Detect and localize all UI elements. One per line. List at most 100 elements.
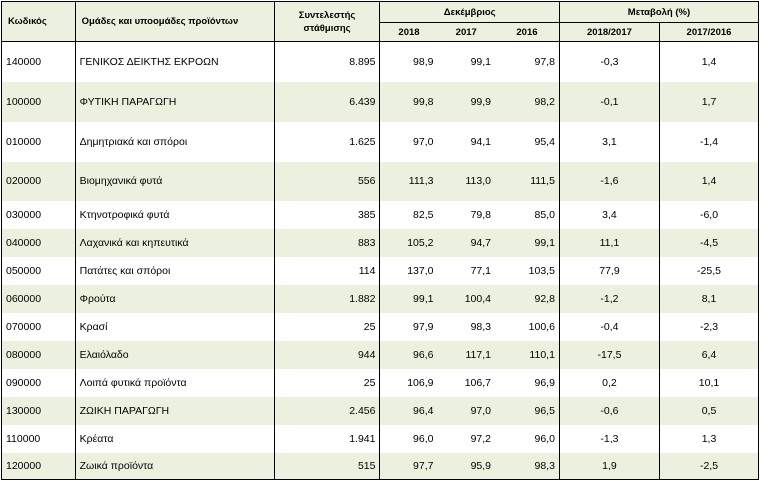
row-weight: 6.439 [274, 81, 381, 122]
row-2018: 97,9 [413, 320, 434, 333]
row-name: Δημητριακά και σπόροι [75, 121, 275, 162]
row-2017: 117,1 [437, 340, 495, 369]
table-row: 120000 Ζωικά προϊόντα 515 97,7 95,9 98,3… [1, 452, 759, 480]
row-2017: 106,7 [464, 376, 491, 389]
row-2017: 97,2 [470, 432, 491, 445]
row-change-2018-2017: -1,2 [559, 284, 661, 313]
row-weight: 114 [274, 256, 381, 285]
row-change-2018-2017: -0,6 [559, 396, 661, 425]
row-2016: 85,0 [495, 200, 560, 229]
table-row: 080000 Ελαιόλαδο 944 96,6 117,1 110,1 -1… [1, 340, 759, 369]
header-weight-label: Συντελεστής στάθμισης [298, 9, 356, 34]
table-row: 100000 ΦΥΤΙΚΗ ΠΑΡΑΓΩΓΗ 6.439 99,8 99,9 9… [1, 81, 759, 122]
row-name: Λαχανικά και κηπευτικά [75, 228, 275, 257]
row-change-2017-2016: 1,4 [659, 41, 759, 82]
table-row: 020000 Βιομηχανικά φυτά 556 111,3 113,0 … [1, 161, 759, 201]
row-2016: 98,2 [495, 81, 560, 122]
row-change-2018-2017: -1,6 [559, 161, 661, 201]
row-code: 110000 [1, 424, 76, 453]
row-change-2018-2017: 3,1 [559, 121, 661, 162]
row-2018: 99,1 [379, 284, 438, 313]
row-name: Πατάτες και σπόροι [75, 256, 275, 285]
row-2016: 100,6 [495, 312, 560, 341]
row-change-2018-2017: 3,4 [559, 200, 661, 229]
row-2016: 96,9 [495, 368, 560, 397]
row-code: 140000 [1, 41, 76, 82]
row-change-2017-2016: -4,5 [659, 228, 759, 257]
row-code: 100000 [1, 81, 76, 122]
row-code: 050000 [1, 256, 76, 285]
row-weight: 944 [274, 340, 381, 369]
row-code: 070000 [1, 312, 76, 341]
row-2017: 97,0 [437, 396, 495, 425]
row-2018: 96,6 [379, 340, 438, 369]
row-change-2018-2017: -0,1 [559, 81, 661, 122]
row-change-2017-2016: -1,4 [659, 121, 759, 162]
row-name: Φρούτα [75, 284, 275, 313]
row-2018: 137,0 [407, 264, 434, 277]
row-change-2017-2016: 1,7 [659, 81, 759, 122]
row-2016: 96,5 [495, 396, 560, 425]
row-2016: 96,0 [495, 424, 560, 453]
row-change-2018-2017: -1,3 [559, 424, 661, 453]
row-change-2017-2016: -6,0 [659, 200, 759, 229]
row-name: Κρασί [75, 312, 275, 341]
table-row: 130000 ΖΩΙΚΗ ΠΑΡΑΓΩΓΗ 2.456 96,4 97,0 96… [1, 396, 759, 425]
row-2018: 106,9 [407, 376, 434, 389]
row-change-2017-2016: -2,5 [659, 452, 759, 480]
row-2018: 82,5 [413, 208, 434, 221]
row-2017: 95,9 [437, 452, 495, 480]
row-weight: 556 [274, 161, 381, 201]
row-name: ΦΥΤΙΚΗ ΠΑΡΑΓΩΓΗ [75, 81, 275, 122]
row-code: 080000 [1, 340, 76, 369]
row-change-2018-2017: -0,3 [559, 41, 661, 82]
row-weight: 385 [274, 200, 381, 229]
row-name: Λοιπά φυτικά προϊόντα [75, 368, 275, 397]
row-2017: 100,4 [437, 284, 495, 313]
header-2016: 2016 [495, 22, 560, 42]
row-name: Ζωικά προϊόντα [75, 452, 275, 480]
row-2017: 113,0 [437, 161, 495, 201]
row-change-2017-2016: 10,1 [659, 368, 759, 397]
header-code: Κωδικός [1, 1, 76, 42]
row-weight: 8.895 [274, 41, 381, 82]
row-change-2017-2016: -2,3 [659, 312, 759, 341]
row-change-2018-2017: 77,9 [559, 256, 661, 285]
table-row: 110000 Κρέατα 1.941 96,0 97,2 96,0 -1,3 … [1, 424, 759, 453]
row-change-2017-2016: 6,4 [659, 340, 759, 369]
row-change-2018-2017: 0,2 [559, 368, 661, 397]
row-weight: 1.882 [274, 284, 381, 313]
row-change-2018-2017: -0,4 [559, 312, 661, 341]
row-name: Ελαιόλαδο [75, 340, 275, 369]
row-weight: 883 [274, 228, 381, 257]
row-2016: 103,5 [495, 256, 560, 285]
row-name: Κτηνοτροφικά φυτά [75, 200, 275, 229]
row-change-2017-2016: 0,5 [659, 396, 759, 425]
row-weight: 1.941 [274, 424, 381, 453]
header-groups: Ομάδες και υποομάδες προϊόντων [75, 1, 275, 42]
row-2017: 94,1 [470, 135, 491, 148]
table-row: 070000 Κρασί 25 97,9 98,3 100,6 -0,4 -2,… [1, 312, 759, 341]
row-name: Βιομηχανικά φυτά [75, 161, 275, 201]
row-2018: 111,3 [379, 161, 438, 201]
row-2017: 77,1 [470, 264, 491, 277]
row-weight: 515 [274, 452, 381, 480]
row-weight: 25 [274, 368, 381, 397]
row-code: 010000 [1, 121, 76, 162]
table-row: 050000 Πατάτες και σπόροι 114 137,0 77,1… [1, 256, 759, 285]
row-2017: 99,1 [470, 55, 491, 68]
table-row: 140000 ΓΕΝΙΚΟΣ ΔΕΙΚΤΗΣ ΕΚΡΟΩΝ 8.895 98,9… [1, 41, 759, 82]
row-name: Κρέατα [75, 424, 275, 453]
table-row: 010000 Δημητριακά και σπόροι 1.625 97,0 … [1, 121, 759, 162]
table-row: 090000 Λοιπά φυτικά προϊόντα 25 106,9 10… [1, 368, 759, 397]
row-weight: 25 [274, 312, 381, 341]
row-2018: 105,2 [379, 228, 438, 257]
row-2018: 96,4 [379, 396, 438, 425]
table-row: 060000 Φρούτα 1.882 99,1 100,4 92,8 -1,2… [1, 284, 759, 313]
row-weight: 2.456 [274, 396, 381, 425]
row-name: ΓΕΝΙΚΟΣ ΔΕΙΚΤΗΣ ΕΚΡΟΩΝ [75, 41, 275, 82]
row-2016: 98,3 [495, 452, 560, 480]
row-change-2018-2017: 1,9 [559, 452, 661, 480]
row-change-2017-2016: -25,5 [659, 256, 759, 285]
row-2018: 97,0 [413, 135, 434, 148]
